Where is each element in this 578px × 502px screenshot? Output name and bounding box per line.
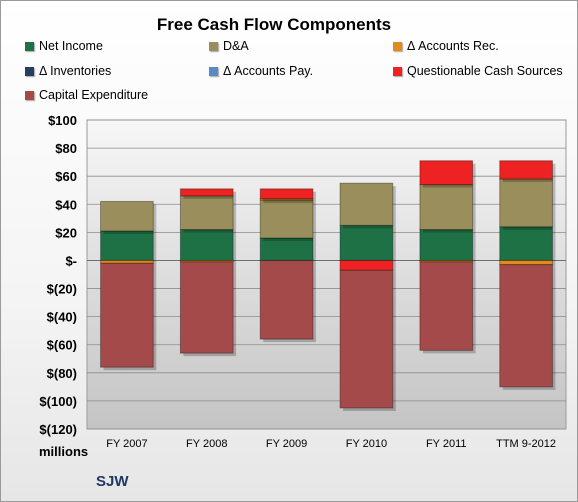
bar-segment	[419, 184, 474, 231]
x-tick-label: FY 2008	[186, 438, 227, 450]
y-tick-label: $80	[55, 141, 77, 156]
legend-label-da: D&A	[223, 39, 249, 53]
legend-inventories: Δ Inventories	[25, 64, 111, 78]
units-label: millions	[39, 444, 89, 459]
bar-segment	[179, 195, 234, 231]
legend-swatch-accounts-rec	[393, 41, 402, 51]
x-tick-label: FY 2007	[106, 438, 147, 450]
legend-swatch-questionable-cash	[393, 66, 402, 76]
legend-accounts-pay: Δ Accounts Pay.	[209, 64, 313, 78]
bar-segment	[339, 259, 394, 271]
bar-segment	[179, 188, 234, 197]
bar-segment	[419, 229, 474, 261]
x-tick-label: TTM 9-2012	[496, 438, 556, 450]
bar-segment	[100, 230, 154, 261]
bar-segment	[179, 229, 234, 261]
legend-label-net-income: Net Income	[39, 39, 103, 53]
bar-segment	[100, 200, 154, 232]
bar-segment	[259, 199, 314, 239]
y-tick-label: $-	[65, 253, 77, 268]
bar-segment	[499, 178, 553, 228]
legend-swatch-net-income	[25, 41, 34, 51]
bar-segment	[499, 259, 553, 266]
legend-label-questionable-cash: Questionable Cash Sources	[407, 64, 563, 78]
bar-segment	[179, 261, 234, 354]
y-tick-label: $40	[55, 197, 77, 212]
bar-segment	[259, 188, 314, 200]
bar-segment	[419, 261, 474, 351]
legend-label-accounts-rec: Δ Accounts Rec.	[407, 39, 499, 53]
x-tick-label: FY 2010	[346, 438, 387, 450]
y-tick-label: $(60)	[47, 338, 77, 353]
bar-segment	[339, 269, 394, 409]
legend-swatch-inventories	[25, 66, 34, 76]
bar-shadow	[263, 201, 316, 204]
legend-label-capex: Capital Expenditure	[39, 88, 149, 102]
y-tick-label: $(20)	[47, 282, 77, 297]
y-tick-label: $(40)	[47, 310, 77, 325]
bar-segment	[499, 226, 553, 261]
bar-segment	[259, 259, 314, 340]
legend-label-inventories: Δ Inventories	[39, 64, 112, 78]
legend-capex: Capital Expenditure	[25, 88, 148, 102]
company-label: SJW	[96, 473, 129, 490]
y-tick-label: $60	[55, 169, 77, 184]
bar-segment	[499, 264, 553, 388]
bar-segment	[259, 237, 314, 261]
legend-net-income: Net Income	[25, 39, 103, 53]
legend-label-accounts-pay: Δ Accounts Pay.	[223, 64, 314, 78]
bar-segment	[339, 224, 394, 261]
y-tick-label: $20	[55, 225, 77, 240]
y-tick-label: $(80)	[47, 366, 77, 381]
chart-title: Free Cash Flow Components	[156, 15, 392, 34]
legend-swatch-capex	[25, 90, 34, 100]
x-tick-label: FY 2011	[426, 438, 467, 450]
bar-segment	[339, 182, 394, 226]
bar-segment	[419, 160, 474, 186]
y-tick-label: $(100)	[39, 394, 77, 409]
bar-segment	[100, 262, 154, 368]
legend-accounts-rec: Δ Accounts Rec.	[393, 39, 499, 53]
bar-segment	[499, 160, 553, 180]
plot-background	[86, 119, 567, 430]
legend-da: D&A	[209, 39, 249, 53]
y-tick-label: $100	[48, 113, 77, 128]
legend-swatch-accounts-pay	[209, 66, 218, 76]
legend-questionable-cash: Questionable Cash Sources	[393, 64, 563, 78]
y-tick-label: $(120)	[39, 422, 77, 437]
legend-swatch-da	[209, 41, 218, 51]
x-tick-label: FY 2009	[266, 438, 307, 450]
